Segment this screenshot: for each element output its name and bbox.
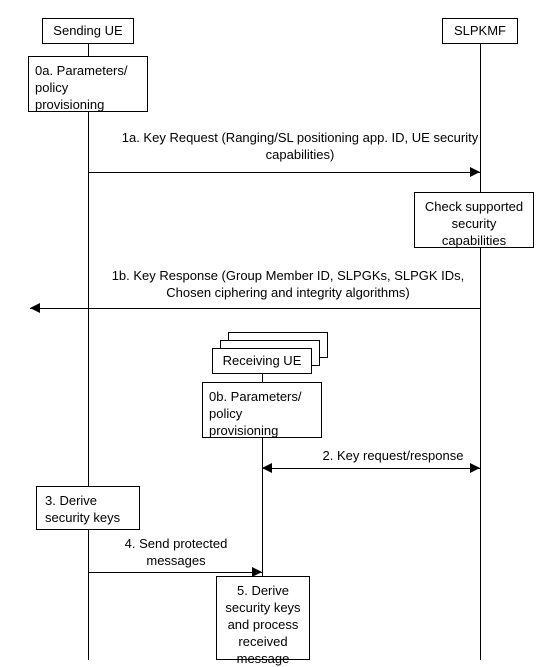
message-1b-label: 1b. Key Response (Group Member ID, SLPGK… xyxy=(108,268,468,302)
activity-text: 0a. Parameters/ policy provisioning xyxy=(35,63,128,112)
message-1a-arrow xyxy=(470,167,480,177)
activity-text: 3. Derive security keys xyxy=(45,493,120,525)
activity-0b-parameters: 0b. Parameters/ policy provisioning xyxy=(202,382,322,438)
message-4-line xyxy=(88,572,262,573)
participant-label: Receiving UE xyxy=(223,353,302,368)
message-2-arrow-right xyxy=(470,463,480,473)
message-1b-line xyxy=(30,308,480,309)
participant-slpkmf: SLPKMF xyxy=(442,18,518,44)
lifeline-sending-ue xyxy=(88,44,89,660)
message-1b-arrow xyxy=(30,303,40,313)
activity-3-derive-keys: 3. Derive security keys xyxy=(36,486,140,530)
participant-label: SLPKMF xyxy=(454,23,506,38)
message-1a-label: 1a. Key Request (Ranging/SL positioning … xyxy=(120,130,480,164)
message-2-line xyxy=(262,468,480,469)
message-1a-line xyxy=(88,172,480,173)
activity-0a-parameters: 0a. Parameters/ policy provisioning xyxy=(28,56,148,112)
activity-text: Check supported security capabilities xyxy=(425,199,523,248)
message-4-label: 4. Send protected messages xyxy=(106,536,246,570)
message-2-label: 2. Key request/response xyxy=(308,448,478,465)
participant-label: Sending UE xyxy=(53,23,122,38)
activity-text: 0b. Parameters/ policy provisioning xyxy=(209,389,302,438)
message-2-arrow-left xyxy=(262,463,272,473)
participant-receiving-ue: Receiving UE xyxy=(212,348,312,374)
participant-sending-ue: Sending UE xyxy=(42,18,134,44)
activity-5-derive-process: 5. Derive security keys and process rece… xyxy=(216,576,310,660)
activity-text: 5. Derive security keys and process rece… xyxy=(225,583,300,666)
activity-check-capabilities: Check supported security capabilities xyxy=(414,192,534,248)
lifeline-slpkmf xyxy=(480,44,481,660)
